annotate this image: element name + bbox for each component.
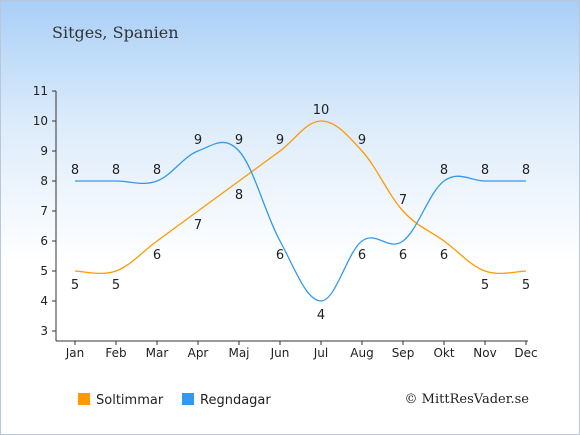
data-labels: 5 5 6 7 8 9 10 9 7 6 5 5 8 8 8 9 9 6 4 6 6 8 8 8 bbox=[71, 103, 530, 323]
y-tick-label: 7 bbox=[40, 204, 48, 218]
data-label-soltimmar: 6 bbox=[153, 248, 161, 263]
series-lines bbox=[74, 120, 527, 302]
x-tick-label: Mar bbox=[146, 346, 169, 360]
y-tick-label: 4 bbox=[40, 294, 48, 308]
y-tick-label: 6 bbox=[40, 234, 48, 248]
data-label-soltimmar: 9 bbox=[358, 133, 366, 148]
data-label-soltimmar: 5 bbox=[112, 278, 120, 293]
data-label-regndagar: 6 bbox=[276, 248, 284, 263]
legend-swatch-soltimmar bbox=[78, 393, 90, 405]
x-tick-label: Feb bbox=[105, 346, 126, 360]
x-tick-label: Jun bbox=[270, 346, 290, 360]
data-label-soltimmar: 10 bbox=[313, 103, 330, 118]
data-label-soltimmar: 5 bbox=[71, 278, 79, 293]
data-label-soltimmar: 7 bbox=[399, 193, 407, 208]
y-tick-label: 9 bbox=[40, 144, 48, 158]
series-line-soltimmar bbox=[74, 120, 527, 275]
data-label-regndagar: 8 bbox=[153, 163, 161, 178]
credit-text: © MittResVader.se bbox=[405, 392, 530, 407]
y-tick-label: 10 bbox=[33, 114, 48, 128]
x-tick-label: Okt bbox=[433, 346, 454, 360]
x-tick-label: Nov bbox=[473, 346, 496, 360]
data-label-regndagar: 8 bbox=[481, 163, 489, 178]
x-tick-label: Dec bbox=[514, 346, 537, 360]
data-label-regndagar: 6 bbox=[358, 248, 366, 263]
chart-title: Sitges, Spanien bbox=[52, 23, 179, 42]
data-label-soltimmar: 7 bbox=[194, 218, 202, 233]
data-label-soltimmar: 5 bbox=[522, 278, 530, 293]
data-label-regndagar: 8 bbox=[440, 163, 448, 178]
data-label-soltimmar: 5 bbox=[481, 278, 489, 293]
data-label-regndagar: 9 bbox=[194, 133, 202, 148]
y-tick-label: 8 bbox=[40, 174, 48, 188]
x-tick-label: Jan bbox=[65, 346, 85, 360]
y-tick-label: 11 bbox=[33, 84, 48, 98]
data-label-regndagar: 9 bbox=[235, 133, 243, 148]
y-tick-label: 3 bbox=[40, 324, 48, 338]
x-tick-label: Sep bbox=[392, 346, 415, 360]
axes: 3 4 5 6 7 8 9 10 11 Jan Feb Mar Apr Maj Jun Jul Aug Sep Ok… bbox=[33, 84, 538, 360]
x-tick-label: Aug bbox=[350, 346, 373, 360]
data-label-soltimmar: 8 bbox=[235, 188, 243, 203]
y-tick-label: 5 bbox=[40, 264, 48, 278]
x-tick-label: Maj bbox=[228, 346, 249, 360]
data-label-soltimmar: 9 bbox=[276, 133, 284, 148]
series-line-regndagar bbox=[75, 141, 526, 302]
data-label-soltimmar: 6 bbox=[440, 248, 448, 263]
legend-swatch-regndagar bbox=[182, 393, 194, 405]
data-label-regndagar: 8 bbox=[71, 163, 79, 178]
legend-label-soltimmar: Soltimmar bbox=[96, 393, 164, 408]
legend-label-regndagar: Regndagar bbox=[200, 393, 271, 408]
legend: Soltimmar Regndagar bbox=[78, 393, 271, 408]
data-label-regndagar: 4 bbox=[317, 308, 325, 323]
x-tick-label: Jul bbox=[313, 346, 328, 360]
x-tick-label: Apr bbox=[188, 346, 209, 360]
data-label-regndagar: 6 bbox=[399, 248, 407, 263]
data-label-regndagar: 8 bbox=[522, 163, 530, 178]
data-label-regndagar: 8 bbox=[112, 163, 120, 178]
